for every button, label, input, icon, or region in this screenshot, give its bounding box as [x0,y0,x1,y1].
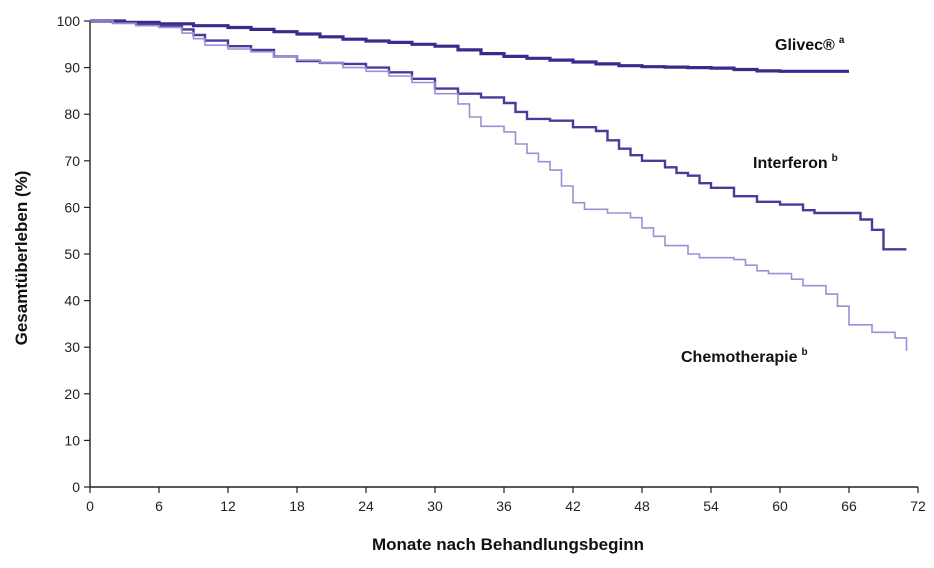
x-tick-label: 60 [772,498,788,514]
x-tick-label: 12 [220,498,236,514]
x-tick-label: 18 [289,498,305,514]
series-line-glivec [90,19,849,73]
x-tick-label: 6 [155,498,163,514]
series-label-chemotherapie: Chemotherapie b [681,347,808,366]
x-tick-label: 54 [703,498,719,514]
y-axis-title: Gesamtüberleben (%) [12,171,31,346]
y-tick-label: 10 [64,432,80,448]
x-tick-label: 72 [910,498,926,514]
y-tick-label: 90 [64,60,80,76]
x-tick-label: 0 [86,498,94,514]
y-tick-label: 30 [64,339,80,355]
y-tick-label: 100 [57,13,81,29]
y-tick-label: 70 [64,153,80,169]
x-tick-label: 48 [634,498,650,514]
series-label-name: Glivec® [775,37,835,54]
series-label-superscript: a [839,35,845,46]
series-label-interferon: Interferon b [753,153,838,172]
x-tick-label: 30 [427,498,443,514]
y-tick-label: 80 [64,106,80,122]
series-label-name: Chemotherapie [681,349,798,366]
series-label-superscript: b [801,347,807,358]
y-tick-label: 0 [72,479,80,495]
x-tick-label: 24 [358,498,374,514]
series-label-superscript: b [832,153,838,164]
y-tick-label: 50 [64,246,80,262]
x-tick-label: 36 [496,498,512,514]
y-tick-label: 20 [64,386,80,402]
x-tick-label: 42 [565,498,581,514]
series-line-interferon [90,19,907,251]
y-tick-label: 40 [64,293,80,309]
series-line-chemotherapie [90,20,908,351]
x-axis-title: Monate nach Behandlungsbeginn [372,535,644,554]
x-tick-label: 66 [841,498,857,514]
y-tick-label: 60 [64,199,80,215]
axes: 0 6 12 18 24 30 36 42 48 54 60 66 72 0 10 20 30 40 50 60 70 8… [57,13,926,514]
series-label-name: Interferon [753,155,828,172]
series-label-glivec: Glivec® a [775,35,845,54]
series-lines [90,19,908,351]
